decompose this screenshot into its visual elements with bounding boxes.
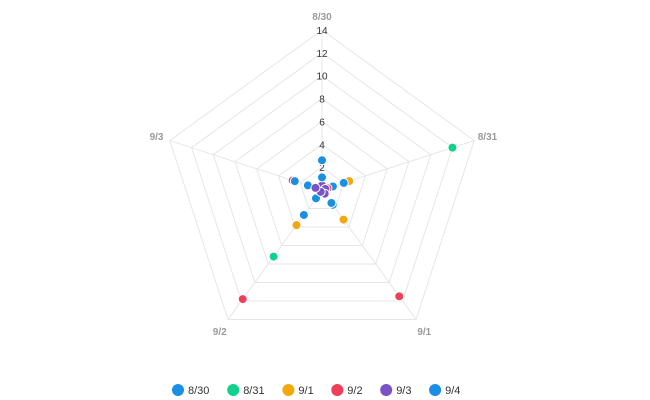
- axis-label: 8/31: [478, 132, 498, 143]
- legend-marker: [331, 384, 344, 396]
- tick-label: 12: [316, 49, 328, 60]
- legend-item[interactable]: 9/3: [380, 384, 411, 397]
- data-point: [394, 291, 405, 302]
- grid-ring: [190, 52, 454, 302]
- legend-label: 8/30: [188, 385, 209, 397]
- grid-ring: [169, 29, 475, 320]
- legend-item[interactable]: 9/4: [429, 384, 460, 397]
- grid-ring: [256, 120, 388, 246]
- legend-label: 8/31: [243, 385, 264, 397]
- data-point: [447, 142, 458, 153]
- data-point: [338, 177, 349, 188]
- data-point: [237, 294, 248, 305]
- tick-label: 14: [316, 26, 328, 37]
- legend-label: 9/2: [347, 385, 362, 397]
- legend-label: 9/3: [396, 385, 411, 397]
- data-point: [268, 251, 279, 262]
- radar-tick-labels: 2 4 6 8 10 12 14: [316, 26, 328, 174]
- radar-axis-labels: 8/30 8/31 9/1 9/2 9/3: [150, 12, 498, 338]
- legend-marker: [429, 384, 442, 396]
- data-point: [310, 182, 321, 193]
- axis-label: 9/1: [417, 327, 431, 338]
- data-point: [338, 214, 349, 225]
- tick-label: 4: [319, 140, 325, 151]
- legend-label: 9/1: [298, 385, 313, 397]
- tick-label: 10: [316, 72, 328, 83]
- legend-item[interactable]: 8/31: [227, 384, 265, 397]
- legend-marker: [380, 384, 393, 396]
- legend-marker: [227, 384, 240, 396]
- data-point: [317, 172, 327, 183]
- axis-label: 9/2: [213, 327, 227, 338]
- legend-item[interactable]: 9/1: [282, 384, 314, 397]
- tick-label: 8: [319, 95, 325, 106]
- axis-label: 8/30: [312, 12, 332, 23]
- data-point: [326, 197, 337, 208]
- data-points: [237, 142, 458, 305]
- axis-label: 9/3: [150, 132, 164, 143]
- tick-label: 2: [319, 163, 325, 174]
- data-point: [291, 220, 302, 231]
- grid-ring: [277, 143, 367, 228]
- tick-label: 6: [319, 117, 325, 128]
- legend-label: 9/4: [445, 385, 460, 397]
- data-point: [317, 155, 327, 166]
- grid-ring: [212, 75, 432, 283]
- legend[interactable]: 8/30 8/31 9/1 9/2 9/3 9/4: [172, 384, 460, 397]
- legend-marker: [172, 384, 184, 396]
- legend-item[interactable]: 8/30: [172, 384, 209, 397]
- data-point: [298, 209, 309, 220]
- data-point: [289, 176, 300, 187]
- grid-ring: [234, 97, 410, 265]
- legend-item[interactable]: 9/2: [331, 384, 363, 397]
- legend-marker: [282, 384, 295, 396]
